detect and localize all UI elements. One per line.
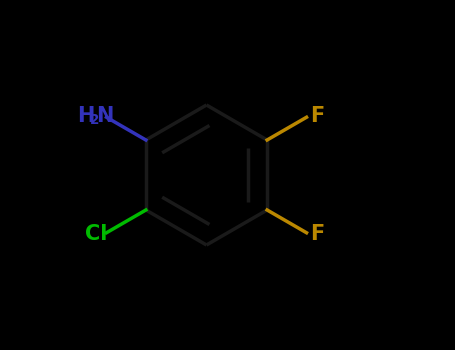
Text: F: F [310, 106, 324, 126]
Text: 2: 2 [90, 113, 100, 127]
Text: H: H [77, 105, 94, 126]
Text: F: F [310, 224, 324, 244]
Text: Cl: Cl [85, 224, 107, 245]
Text: N: N [96, 105, 113, 126]
